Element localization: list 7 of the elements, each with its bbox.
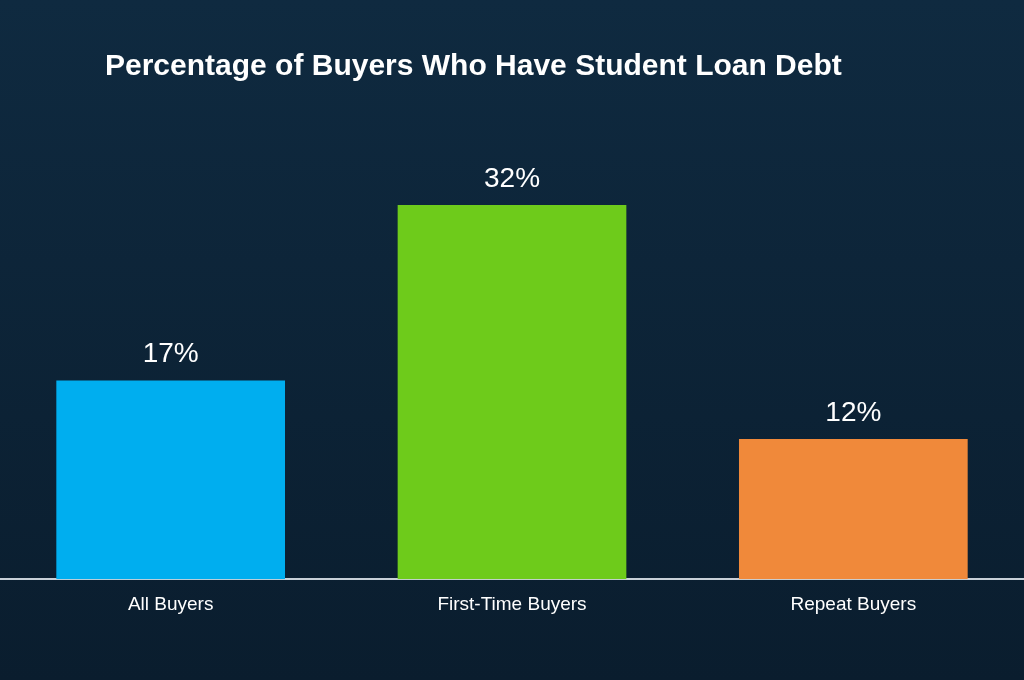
chart-title: Percentage of Buyers Who Have Student Loan Debt [105, 48, 842, 82]
data-label: 32% [483, 161, 541, 193]
data-label: 17% [142, 337, 199, 369]
x-tick-label: First-Time Buyers [437, 592, 587, 614]
x-tick-label: Repeat Buyers [790, 592, 917, 614]
data-label: 12% [825, 395, 882, 427]
x-tick-label: All Buyers [127, 592, 214, 614]
